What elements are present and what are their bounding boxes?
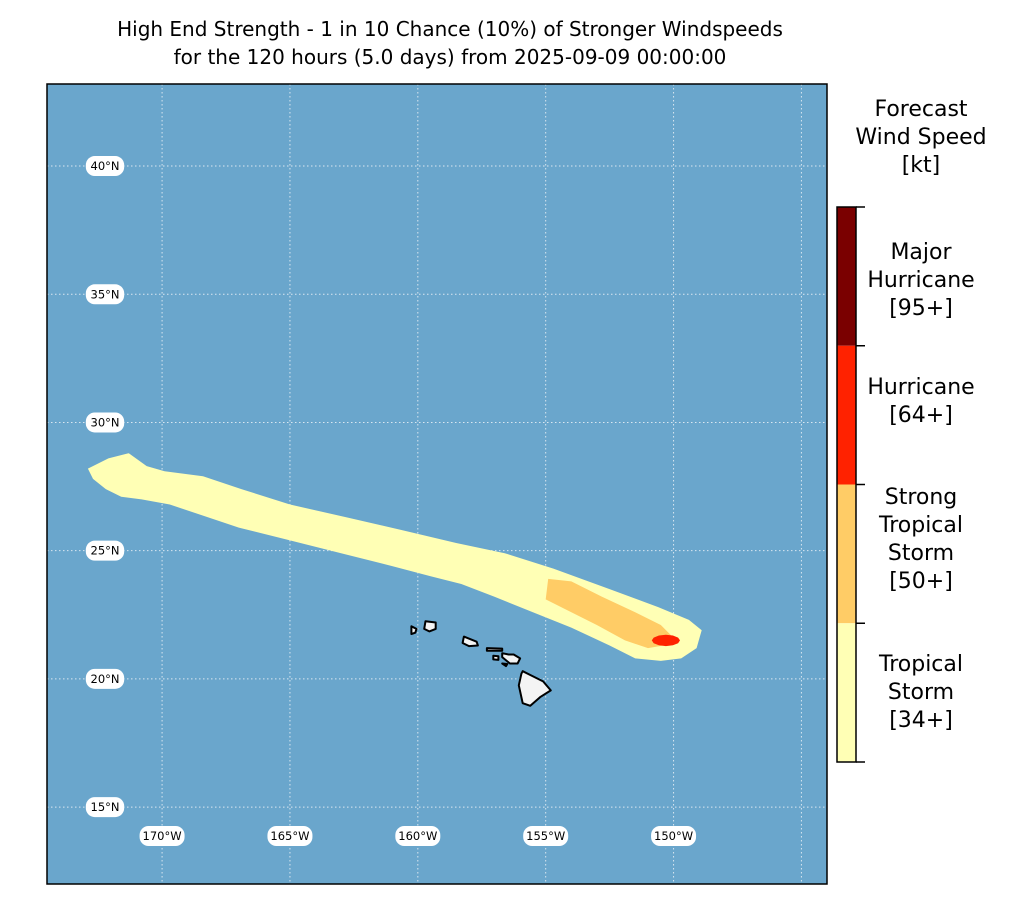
lat-tick-label: 35°N (85, 284, 125, 305)
lat-tick-label: 30°N (85, 412, 125, 433)
colorbar-title: Forecast Wind Speed [kt] (836, 96, 1006, 180)
colorbar-label-line: Strong (884, 485, 958, 510)
colorbar-label-line: [64+] (889, 403, 953, 428)
island-hawaii (517, 670, 552, 707)
tick-label-text: 155°W (526, 829, 565, 843)
tick-label-text: 30°N (91, 415, 120, 429)
tick-label-background (139, 826, 185, 846)
hawaii-islands (410, 620, 552, 707)
colorbar-label-hurricane: Hurricane [64+] (850, 374, 992, 430)
island-oahu (461, 635, 479, 648)
island-maui (501, 652, 522, 665)
tick-label-background (267, 826, 313, 846)
lon-tick-label: 155°W (523, 826, 569, 846)
wind-region-hurricane (651, 634, 680, 647)
colorbar (836, 206, 865, 763)
colorbar-label-line: Hurricane (867, 268, 975, 293)
lon-tick-label: 160°W (395, 826, 441, 846)
tick-label-text: 150°W (654, 829, 693, 843)
island-kahoolawe (501, 662, 509, 668)
colorbar-segment (837, 345, 856, 485)
colorbar-label-strong-tropical-storm: Strong Tropical Storm [50+] (850, 484, 992, 596)
chart-title-line-1: High End Strength - 1 in 10 Chance (10%)… (117, 17, 783, 41)
colorbar-label-line: [34+] (889, 708, 953, 733)
chart-title-line-2: for the 120 hours (5.0 days) from 2025-0… (173, 45, 727, 69)
gridlines (47, 84, 827, 884)
tick-label-text: 15°N (91, 800, 120, 814)
colorbar-segment (837, 207, 856, 346)
tick-label-text: 160°W (398, 829, 437, 843)
tick-label-text: 165°W (270, 829, 309, 843)
tick-label-background (85, 668, 125, 689)
colorbar-label-line: Tropical (879, 652, 963, 677)
map-frame (46, 83, 828, 885)
colorbar-title-line: Wind Speed (855, 125, 987, 150)
lon-tick-label: 150°W (651, 826, 697, 846)
lat-tick-label: 15°N (85, 797, 125, 818)
tick-label-text: 20°N (91, 672, 120, 686)
island-kauai (423, 620, 437, 633)
tick-label-background (85, 540, 125, 561)
colorbar-title-line: Forecast (874, 97, 968, 122)
wind-region-strong-tropical-storm (545, 578, 671, 649)
colorbar-label-tropical-storm: Tropical Storm [34+] (850, 651, 992, 735)
lon-tick-label: 170°W (139, 826, 185, 846)
colorbar-label-line: Tropical (879, 513, 963, 538)
tick-label-background (395, 826, 441, 846)
tick-label-background (85, 156, 125, 177)
colorbar-label-line: Storm (887, 680, 955, 705)
lat-tick-label: 25°N (85, 540, 125, 561)
colorbar-label-line: [95+] (889, 296, 953, 321)
tick-label-text: 25°N (91, 544, 120, 558)
tick-label-background (85, 284, 125, 305)
colorbar-title-line: [kt] (901, 153, 941, 178)
wind-regions (87, 453, 702, 661)
lon-tick-label: 165°W (267, 826, 313, 846)
colorbar-label-line: [50+] (889, 569, 953, 594)
tick-label-text: 35°N (91, 287, 120, 301)
island-lanai (492, 654, 500, 661)
island-molokai (485, 647, 504, 652)
island-niihau (410, 625, 418, 635)
tick-label-background (523, 826, 569, 846)
tick-label-text: 40°N (91, 159, 120, 173)
colorbar-label-line: Major (890, 240, 952, 265)
tick-label-text: 170°W (143, 829, 182, 843)
colorbar-label-major-hurricane: Major Hurricane [95+] (850, 239, 992, 323)
tick-label-background (651, 826, 697, 846)
wind-region-tropical-storm (87, 453, 702, 661)
tick-label-background (85, 797, 125, 818)
tick-label-background (85, 412, 125, 433)
lat-tick-label: 40°N (85, 156, 125, 177)
lat-tick-label: 20°N (85, 668, 125, 689)
colorbar-label-line: Hurricane (867, 375, 975, 400)
colorbar-segment (837, 484, 856, 624)
colorbar-label-line: Storm (887, 541, 955, 566)
colorbar-segment (837, 623, 856, 762)
axis-tick-labels: 40°N 35°N 30°N 25°N 20°N 15°N 170°W 165°W 160°W 1… (85, 156, 697, 846)
